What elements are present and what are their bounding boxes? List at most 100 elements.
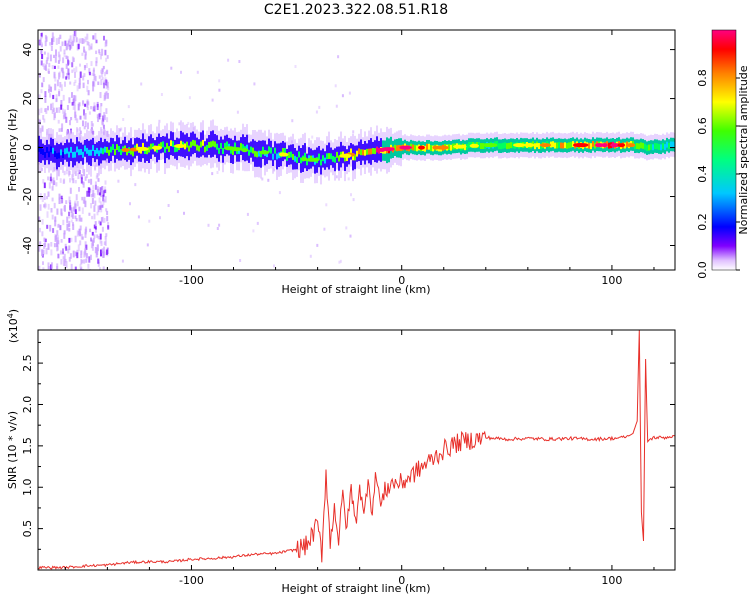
noise-speck [104,49,107,56]
noise-speck [47,105,49,111]
noise-speck [65,261,68,269]
noise-speck [78,83,81,89]
ridge-core [554,142,556,149]
noise-speck [107,92,109,99]
noise-speck [54,76,57,82]
noise-speck [50,41,53,47]
noise-speck [96,173,99,178]
noise-speck [68,256,71,262]
ridge-core [500,143,502,150]
spectrogram-ytick-label: 20 [21,92,34,106]
noise-speck [39,241,42,247]
noise-speck [91,123,94,127]
noise-speck [79,267,82,270]
ridge-core [656,143,658,150]
noise-speck [347,177,350,181]
noise-speck [78,187,80,192]
ridge-core [416,145,418,152]
ridge-core [550,141,552,148]
ridge-core [326,153,328,160]
noise-speck [100,54,102,60]
noise-speck [87,187,90,193]
ridge-core [568,142,570,149]
ridge-core [204,146,206,153]
noise-speck [56,237,59,241]
noise-speck [38,265,41,270]
noise-speck [105,82,108,90]
noise-speck [68,220,71,227]
ridge-core [412,144,414,151]
ridge-core [208,142,210,148]
ridge-core [58,152,60,159]
noise-speck [127,105,130,109]
noise-speck [62,71,65,79]
noise-speck [104,77,107,84]
noise-speck [60,104,63,110]
noise-speck [44,40,47,47]
noise-speck [103,199,106,203]
noise-speck [63,49,66,55]
noise-speck [93,234,96,239]
ridge-core [86,147,88,154]
noise-speck [62,108,64,114]
ridge-core [640,142,642,149]
noise-speck [79,240,82,246]
noise-speck [58,107,61,113]
ridge-core [246,144,248,151]
noise-speck [43,204,46,208]
snr-ytick-label: 2.0 [21,396,34,414]
noise-speck [43,182,46,189]
noise-speck [100,207,103,213]
ridge-core [284,148,286,154]
noise-speck [63,205,66,211]
noise-speck [82,75,85,81]
ridge-core [200,141,202,148]
noise-speck [70,207,73,214]
ridge-core [82,151,84,158]
noise-speck [68,237,71,243]
noise-speck [79,127,81,132]
ridge-hotspot [453,144,467,149]
ridge-core [222,148,224,154]
noise-speck [63,253,66,261]
noise-speck [134,183,137,187]
noise-speck [51,214,54,220]
noise-speck [76,252,79,259]
noise-speck [100,69,103,74]
noise-speck [92,240,94,246]
noise-speck [48,89,50,93]
ridge-core [48,151,50,158]
noise-speck [77,43,80,50]
ridge-core [294,155,296,162]
ridge-core [564,142,566,149]
ridge-core [40,148,42,154]
ridge-core [358,148,360,155]
noise-speck [352,130,355,134]
ridge-core [398,145,400,151]
ridge-core [54,151,56,157]
noise-speck [43,243,45,249]
ridge-core [242,144,244,151]
ridge-core [272,153,274,160]
ridge-core [352,154,354,161]
spectrogram-content [38,30,675,270]
noise-speck [44,202,47,209]
snr-ylabel: SNR (10 * v/v) [6,411,19,489]
noise-speck [65,63,68,69]
ridge-core [172,141,174,147]
snr-ytick-label: 2.5 [21,354,34,372]
noise-speck [87,79,89,85]
noise-speck [122,118,125,121]
ridge-hotspot [399,145,413,150]
noise-speck [97,235,100,240]
noise-speck [72,222,74,226]
noise-speck [86,40,89,46]
noise-speck [50,103,53,111]
noise-speck [91,231,94,236]
noise-speck [45,108,48,114]
noise-speck [63,170,66,176]
noise-speck [75,218,78,222]
snr-ticks: -100 0 100 0.5 1.0 1.5 2.0 2.5 [21,330,675,587]
noise-speck [79,225,82,231]
noise-speck [58,91,61,97]
